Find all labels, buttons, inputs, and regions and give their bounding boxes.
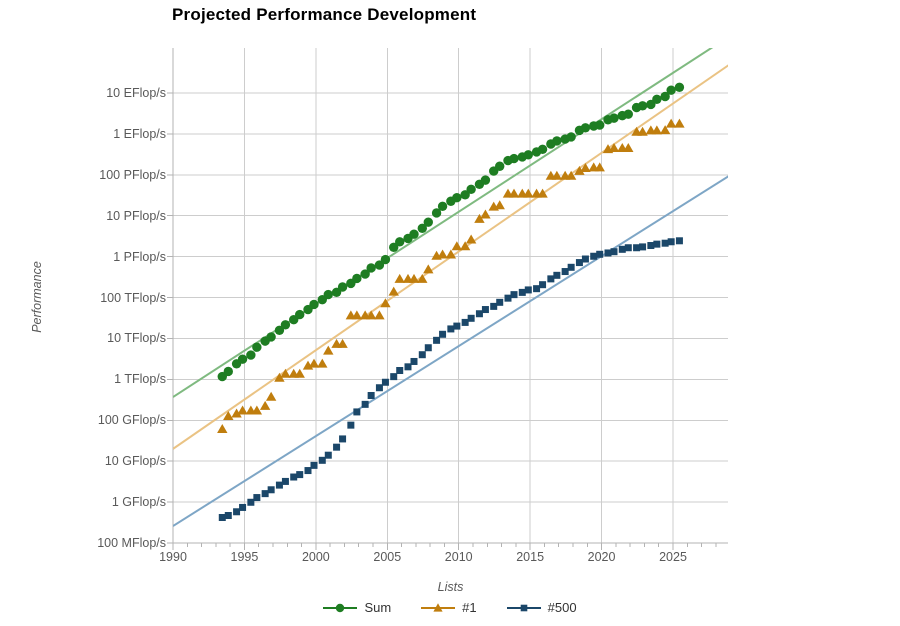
axis-ticks xyxy=(167,92,717,550)
no1-legend-marker xyxy=(421,602,456,612)
x-axis-tick-label: 2020 xyxy=(587,550,616,564)
legend-item-sum[interactable]: Sum xyxy=(323,600,391,615)
no500-legend-marker xyxy=(506,604,541,611)
axes-frame xyxy=(172,48,728,544)
x-axis-tick-label: 1990 xyxy=(159,550,187,564)
y-axis-tick-label: 100 MFlop/s xyxy=(97,536,166,550)
x-axis-tick-label: 2000 xyxy=(301,550,330,564)
y-axis-tick-label: 1 EFlop/s xyxy=(113,126,166,141)
legend-label-no1: #1 xyxy=(462,600,477,615)
y-axis-tick-label: 1 TFlop/s xyxy=(114,372,166,387)
series-sum-points[interactable] xyxy=(217,82,685,382)
series-no500-points[interactable] xyxy=(218,237,683,522)
y-axis-tick-label: 10 PFlop/s xyxy=(106,208,166,223)
trend-line-no500 xyxy=(173,175,728,527)
y-axis-tick-label: 100 GFlop/s xyxy=(97,413,166,428)
legend-item-no500[interactable]: #500 xyxy=(506,600,577,615)
sum-legend-marker xyxy=(323,603,358,612)
series-no1-points[interactable] xyxy=(217,118,685,434)
legend-label-no500: #500 xyxy=(547,600,577,615)
y-axis-tick-label: 1 PFlop/s xyxy=(113,249,166,264)
x-axis-tick-label: 2025 xyxy=(659,550,687,564)
chart-title: Projected Performance Development xyxy=(172,5,477,24)
trend-lines xyxy=(173,48,728,527)
y-axis-tick-label: 10 GFlop/s xyxy=(104,454,166,469)
y-axis-tick-label: 1 GFlop/s xyxy=(111,495,166,510)
x-axis-tick-label: 1995 xyxy=(230,550,259,564)
y-axis-tick-label: 10 TFlop/s xyxy=(107,331,166,346)
x-axis-tick-label: 2005 xyxy=(373,550,402,564)
y-axis-title: Performance xyxy=(30,261,44,333)
x-axis-tick-label: 2015 xyxy=(516,550,545,564)
x-axis-tick-label: 2010 xyxy=(444,550,473,564)
legend-label-sum: Sum xyxy=(364,600,392,615)
legend-item-no1[interactable]: #1 xyxy=(421,600,477,615)
y-axis-tick-label: 100 TFlop/s xyxy=(100,290,166,305)
x-axis-title: Lists xyxy=(437,580,464,594)
legend: Sum #1 #500 xyxy=(0,600,900,615)
y-axis-tick-label: 10 EFlop/s xyxy=(106,86,166,100)
y-axis-tick-label: 100 PFlop/s xyxy=(99,167,166,182)
